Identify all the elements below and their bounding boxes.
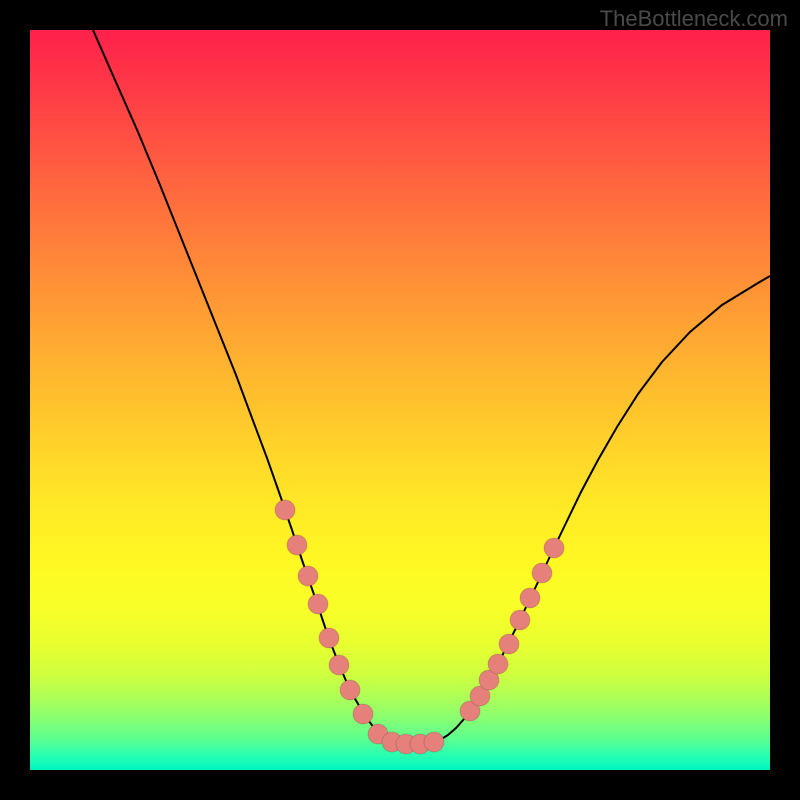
marker-left-6 [340, 680, 360, 700]
curve-layer [30, 30, 770, 770]
watermark-text: TheBottleneck.com [600, 6, 788, 32]
marker-left-7 [353, 704, 373, 724]
marker-left-5 [329, 655, 349, 675]
markers-group [275, 500, 564, 754]
marker-left-2 [298, 566, 318, 586]
marker-left-0 [275, 500, 295, 520]
marker-right-6 [520, 588, 540, 608]
marker-right-5 [510, 610, 530, 630]
marker-right-8 [544, 538, 564, 558]
marker-left-3 [308, 594, 328, 614]
marker-left-1 [287, 535, 307, 555]
marker-bottom-4 [424, 732, 444, 752]
chart-plot-area [30, 30, 770, 770]
marker-right-4 [499, 634, 519, 654]
marker-left-4 [319, 628, 339, 648]
marker-right-7 [532, 563, 552, 583]
bottleneck-curve [93, 30, 770, 743]
marker-right-3 [488, 654, 508, 674]
